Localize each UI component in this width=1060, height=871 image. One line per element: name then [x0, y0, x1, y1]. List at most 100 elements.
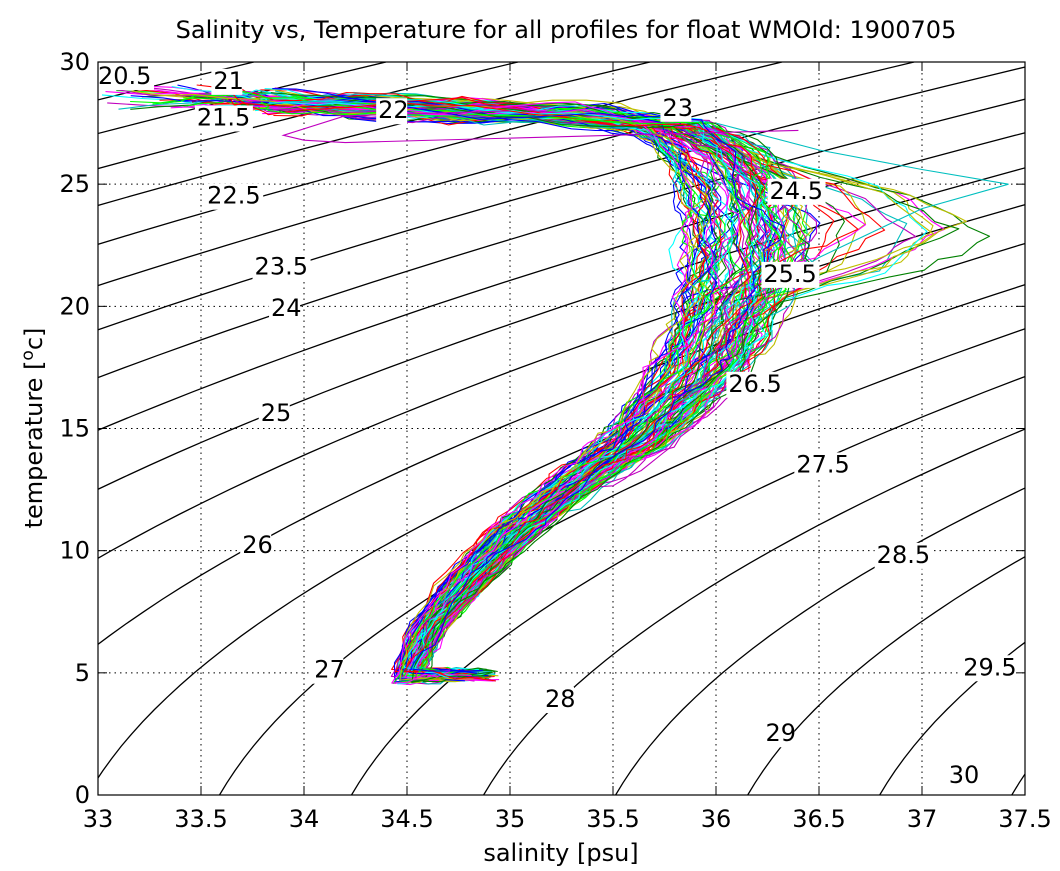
contour-label-backdrop: [543, 687, 575, 714]
contour-label: 27: [314, 656, 345, 684]
contour-label: 27.5: [796, 450, 849, 478]
density-contour-line: [98, 242, 1025, 646]
contour-label-backdrop: [726, 371, 785, 398]
y-tick-label: 30: [59, 48, 90, 76]
contour-label: 21: [213, 67, 244, 95]
contour-label-backdrop: [211, 68, 243, 95]
contour-label: 26: [242, 531, 273, 559]
contour-label-backdrop: [946, 762, 978, 789]
y-axis-label-superscript: o: [18, 350, 38, 360]
x-axis-label: salinity [psu]: [483, 839, 638, 867]
contour-label: 20.5: [98, 62, 151, 90]
profile-line: [247, 98, 737, 677]
contour-label-backdrop: [761, 261, 820, 288]
profile-line: [171, 85, 705, 678]
profile-line: [252, 100, 710, 682]
profile-line: [240, 98, 709, 680]
density-contour-line: [98, 62, 651, 207]
profile-line: [170, 101, 693, 684]
profile-line: [241, 103, 738, 682]
y-tick-label: 10: [59, 537, 90, 565]
contour-label: 29.5: [963, 653, 1016, 681]
contour-label-backdrop: [258, 401, 290, 428]
contour-label: 21.5: [197, 104, 250, 132]
contour-label: 25.5: [763, 260, 816, 288]
density-contour-labels: 20.5 21 21.5 22 22.5 23 23.5 24 24.5 25 25.5 26 26.5…: [96, 62, 1020, 789]
contour-label: 22: [378, 96, 409, 124]
x-tick-label: 36.5: [792, 805, 845, 833]
density-contour-line: [747, 555, 1025, 795]
y-tick-label: 25: [59, 170, 90, 198]
profile-line: [105, 91, 708, 684]
profile-line: [266, 100, 762, 683]
x-tick-label: 35: [495, 805, 526, 833]
profile-line: [230, 91, 766, 682]
contour-label-backdrop: [205, 183, 264, 210]
contour-label-backdrop: [763, 721, 795, 748]
contour-label-backdrop: [376, 98, 408, 125]
profile-line: [131, 90, 704, 681]
contour-label: 23: [662, 94, 693, 122]
chart-title: Salinity vs, Temperature for all profile…: [176, 16, 957, 44]
contour-label: 24: [271, 294, 302, 322]
x-tick-label: 34: [289, 805, 320, 833]
y-tick-label: 15: [59, 415, 90, 443]
profile-line: [268, 97, 789, 682]
contour-label: 23.5: [255, 253, 308, 281]
x-tick-label: 33.5: [174, 805, 227, 833]
profile-line: [715, 122, 1009, 307]
profile-line: [271, 101, 960, 673]
axis-ticks: 33 33.5 34 34.5 35 35.5 36 36.5 37 37.5 0 5 10 15 20 25…: [59, 48, 1051, 833]
y-axis-label-main: temperature [: [20, 361, 48, 529]
x-tick-label: 33: [83, 805, 114, 833]
contour-label: 30: [949, 761, 980, 789]
density-contour-line: [98, 66, 1025, 331]
profile-line: [272, 88, 786, 674]
density-contour-line: [483, 428, 1025, 795]
contour-label: 28: [545, 685, 576, 713]
density-contour-line: [98, 203, 1025, 559]
contour-label-backdrop: [194, 105, 253, 132]
contour-label-backdrop: [874, 542, 933, 569]
profile-line: [269, 88, 934, 674]
profile-line: [278, 91, 928, 670]
profile-line: [277, 98, 803, 681]
contour-label-backdrop: [660, 95, 692, 122]
contour-label: 24.5: [770, 177, 823, 205]
contour-label: 22.5: [207, 182, 260, 210]
contour-label-backdrop: [961, 655, 1020, 682]
profile-lines: [101, 84, 1009, 686]
density-contour-line: [98, 62, 915, 287]
profile-line: [266, 104, 739, 676]
y-tick-label: 5: [75, 659, 90, 687]
profile-line: [268, 102, 770, 678]
profile-line: [281, 110, 799, 144]
profile-line: [236, 90, 781, 681]
contour-label: 28.5: [877, 541, 930, 569]
profile-line: [101, 94, 706, 683]
contour-label: 25: [261, 399, 292, 427]
contour-label: 29: [765, 719, 796, 747]
y-axis-label-tail: c]: [20, 328, 48, 351]
profile-line: [227, 97, 710, 680]
density-contour-line: [98, 62, 783, 245]
contour-label: 26.5: [728, 370, 781, 398]
contour-label-backdrop: [312, 657, 344, 684]
profile-line: [117, 86, 730, 679]
density-contour-line: [98, 167, 1025, 490]
x-tick-label: 36: [701, 805, 732, 833]
x-tick-label: 35.5: [586, 805, 639, 833]
contour-label-backdrop: [240, 533, 272, 560]
density-contour-line: [615, 487, 1025, 795]
x-tick-label: 37.5: [998, 805, 1051, 833]
y-tick-label: 0: [75, 781, 90, 809]
contour-label-backdrop: [96, 63, 154, 90]
contour-label-backdrop: [252, 254, 311, 281]
profile-line: [152, 91, 713, 685]
contour-label-backdrop: [794, 452, 853, 479]
profile-line: [253, 96, 767, 673]
density-contour-line: [350, 375, 1025, 795]
y-axis-label: temperature [oc]: [18, 328, 48, 529]
y-tick-label: 20: [59, 292, 90, 320]
